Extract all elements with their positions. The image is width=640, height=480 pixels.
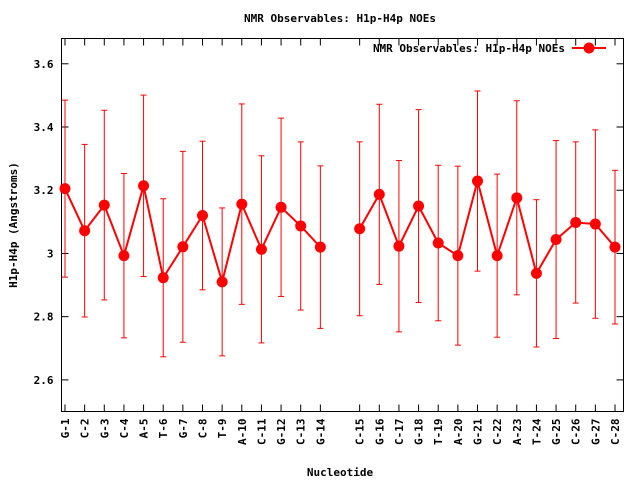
data-point — [255, 243, 267, 255]
x-tick-label: G-1 — [59, 418, 72, 438]
x-tick-label: A-10 — [236, 419, 249, 446]
data-point — [295, 220, 307, 232]
y-tick-label: 3.4 — [34, 121, 54, 134]
x-tick-label: G-3 — [98, 419, 111, 439]
data-point — [275, 201, 287, 213]
data-point — [138, 180, 150, 192]
data-point — [589, 218, 601, 230]
x-tick-label: C-26 — [570, 418, 583, 445]
data-points — [59, 175, 621, 288]
x-tick-label: A-23 — [511, 419, 524, 446]
x-axis-label: Nucleotide — [307, 466, 374, 479]
data-point — [393, 240, 405, 252]
data-point — [157, 272, 169, 284]
x-tick-label: T-9 — [216, 419, 229, 439]
data-point — [530, 267, 542, 279]
data-point — [413, 200, 425, 212]
data-point — [570, 216, 582, 228]
x-tick-label: G-25 — [550, 419, 563, 446]
x-tick-label: G-7 — [177, 419, 190, 439]
legend: NMR Observables: H1p-H4p NOEs — [373, 42, 606, 55]
data-point — [216, 276, 228, 288]
error-bars — [62, 90, 618, 358]
x-tick-label: C-8 — [197, 419, 210, 439]
series-line — [64, 177, 616, 286]
x-tick-label: G-14 — [314, 418, 327, 445]
series-segment — [64, 185, 322, 286]
data-point — [609, 241, 621, 253]
plot-frame — [61, 38, 624, 412]
data-point — [59, 183, 71, 195]
data-point — [354, 223, 366, 235]
x-tick-label: C-2 — [79, 419, 92, 439]
data-point — [491, 250, 503, 262]
data-point — [118, 250, 130, 262]
x-axis: G-1 C-2 G-3 C-4 A-5 T-6 G-7 C-8 T-9 A-10 C-11 G-12 C… — [59, 38, 622, 446]
x-tick-label: C-13 — [295, 419, 308, 446]
x-tick-label: G-27 — [589, 419, 602, 446]
x-tick-label: T-24 — [530, 418, 543, 445]
data-point — [314, 241, 326, 253]
data-point — [452, 250, 464, 262]
x-tick-label: T-6 — [157, 418, 170, 438]
y-axis: 2.6 2.8 3 3.2 3.4 3.6 — [34, 58, 624, 387]
x-tick-label: T-19 — [432, 419, 445, 446]
x-tick-label: C-15 — [354, 419, 367, 446]
data-point — [98, 199, 110, 211]
x-tick-label: A-5 — [138, 419, 151, 439]
y-tick-label: 3 — [47, 247, 54, 260]
x-tick-label: G-12 — [275, 419, 288, 446]
x-tick-label: A-20 — [452, 419, 465, 446]
data-point — [432, 237, 444, 249]
x-tick-label: G-18 — [413, 419, 426, 446]
x-tick-label: C-28 — [609, 419, 622, 446]
y-tick-label: 2.8 — [34, 311, 54, 324]
data-point — [236, 198, 248, 210]
x-tick-label: C-17 — [393, 419, 406, 446]
x-tick-label: G-21 — [472, 418, 485, 445]
data-point — [511, 192, 523, 204]
x-tick-label: C-4 — [118, 418, 131, 438]
x-tick-label: C-22 — [491, 419, 504, 446]
data-point — [550, 234, 562, 246]
data-point — [472, 175, 483, 187]
x-tick-label: C-11 — [255, 418, 268, 445]
legend-label: NMR Observables: H1p-H4p NOEs — [373, 42, 565, 55]
data-point — [197, 210, 208, 222]
y-tick-label: 2.6 — [34, 374, 54, 387]
data-point — [79, 225, 91, 237]
y-tick-label: 3.6 — [34, 58, 54, 71]
y-axis-label: H1p-H4p (Angstroms) — [7, 162, 20, 288]
data-point — [177, 241, 189, 253]
legend-marker — [583, 42, 595, 54]
data-point — [373, 188, 385, 200]
y-tick-label: 3.2 — [34, 184, 54, 197]
x-tick-label: G-16 — [373, 418, 386, 445]
chart-title: NMR Observables: H1p-H4p NOEs — [244, 12, 436, 25]
